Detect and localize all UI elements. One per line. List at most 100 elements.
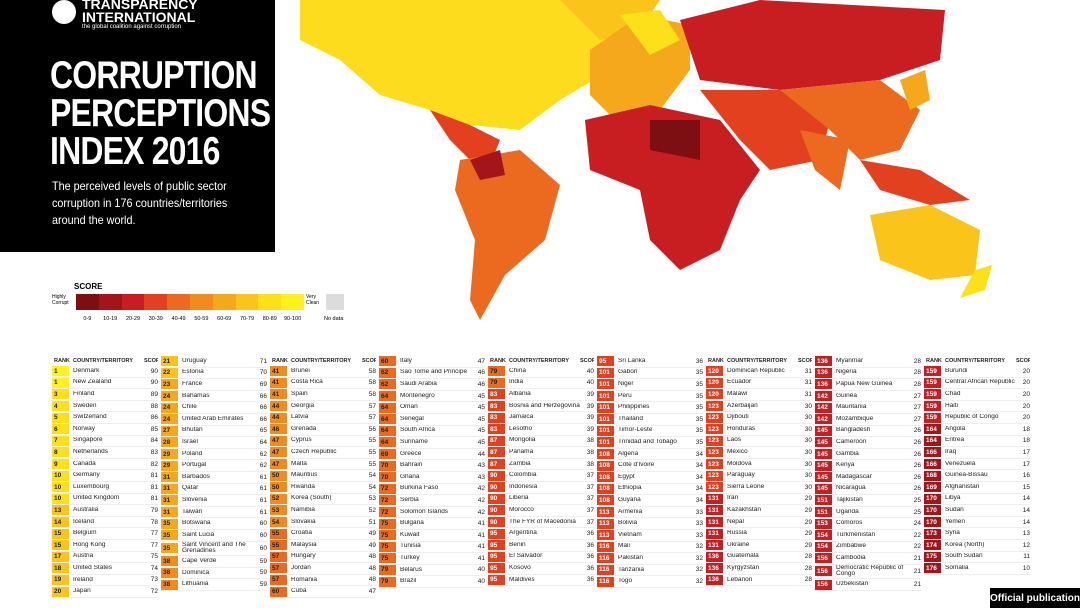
table-row: 90 The FYR of Macedonia 37	[488, 517, 594, 529]
rank: 55	[270, 540, 287, 551]
table-row: 154 Zimbabwe 22	[815, 541, 921, 554]
table-row: 3 Finland 89	[52, 389, 158, 401]
table-row: 145 Cameroon 26	[815, 437, 921, 449]
country: Haiti	[945, 402, 959, 409]
score: 73	[150, 576, 158, 584]
score: 40	[586, 379, 594, 387]
table-row: 90 Morocco 37	[488, 505, 594, 517]
table-row: 136 Myanmar 28	[815, 356, 921, 368]
rank: 69	[379, 449, 396, 460]
legend-swatch	[167, 294, 190, 310]
country: Suriname	[400, 439, 428, 446]
country: Myanmar	[836, 357, 864, 364]
rank: 14	[52, 517, 69, 528]
legend-high: Very Clean	[306, 294, 320, 306]
column-header: SCORE	[362, 358, 376, 364]
score: 26	[913, 438, 921, 446]
country: Maldives	[509, 576, 535, 583]
table-row: 116 Pakistan 32	[597, 553, 703, 565]
rank: 136	[815, 379, 832, 390]
table-row: 156 Cambodia 21	[815, 553, 921, 565]
rank: 6	[52, 424, 69, 435]
country: Tunisia	[400, 543, 421, 550]
country: Belarus	[400, 566, 423, 573]
legend-bin-label: 40-49	[171, 316, 186, 322]
country: Belgium	[73, 530, 97, 537]
badge: Official publication	[990, 588, 1080, 608]
no-data-swatch	[326, 294, 344, 310]
rank: 47	[270, 459, 287, 470]
country: Taiwan	[182, 508, 203, 515]
score: 70	[259, 369, 267, 377]
legend-title: SCORE	[74, 282, 103, 291]
score: 20	[1022, 390, 1030, 398]
table-row: 151 Uganda 25	[815, 507, 921, 519]
rank: 79	[488, 377, 505, 388]
legend: SCORE Highly Corrupt Very Clean 0-9 10-19…	[52, 282, 352, 332]
rank: 108	[597, 472, 614, 483]
country: Uganda	[836, 508, 859, 515]
rank: 131	[706, 493, 723, 504]
rank: 50	[270, 482, 287, 493]
legend-bin: 40-49	[167, 294, 190, 324]
country: Montenegro	[400, 392, 435, 399]
rank: 75	[379, 541, 396, 552]
table-row: 175 South Sudan 11	[924, 551, 1030, 564]
table-row: 83 Albania 39	[488, 389, 594, 401]
rank: 145	[815, 472, 832, 483]
score: 36	[586, 576, 594, 584]
rank: 123	[706, 470, 723, 481]
legend-swatch	[144, 294, 168, 310]
table-row: 15 Hong Kong 77	[52, 540, 158, 552]
table-row: 75 Turkey 41	[379, 553, 485, 565]
table-row: 24 Chile 66	[161, 402, 267, 414]
rank: 164	[924, 435, 941, 446]
rank: 70	[379, 472, 396, 483]
table-row: 47 Cyprus 55	[270, 435, 376, 448]
score: 39	[586, 390, 594, 398]
score: 37	[586, 483, 594, 491]
score: 51	[368, 518, 376, 526]
score: 29	[804, 530, 812, 538]
table-row: 18 United States 74	[52, 563, 158, 575]
logo-name: TRANSPARENCY INTERNATIONAL	[82, 0, 198, 25]
country: Albania	[509, 391, 531, 398]
score: 35	[695, 427, 703, 435]
table-row: 64 Suriname 45	[379, 437, 485, 449]
table-row: 131 Iran 29	[706, 493, 812, 506]
rank: 70	[379, 460, 396, 471]
country: Papua New Guinea	[836, 381, 893, 388]
rank: 170	[924, 505, 941, 516]
rank: 79	[379, 576, 396, 587]
rank: 90	[488, 505, 505, 516]
table-row: 108 Guyana 34	[597, 495, 703, 507]
score: 75	[150, 553, 158, 561]
table-row: 13 Australia 79	[52, 505, 158, 517]
score: 37	[586, 506, 594, 514]
country: Romania	[291, 576, 318, 583]
table-column: RANKCOUNTRY/TERRITORYSCORE159Burundi2015…	[924, 356, 1030, 608]
score: 37	[586, 495, 594, 503]
country: Vietnam	[618, 531, 642, 538]
country: Niger	[618, 381, 634, 388]
country: Laos	[727, 437, 742, 444]
rank: 101	[597, 414, 614, 425]
column-header: RANK	[54, 358, 70, 364]
table-row: 116 Mali 32	[597, 541, 703, 554]
table-row: 24 United Arab Emirates 66	[161, 414, 267, 426]
score: 34	[695, 450, 703, 458]
legend-low: Highly Corrupt	[52, 294, 69, 306]
score: 88	[150, 402, 158, 410]
rank: 159	[924, 366, 941, 377]
table-row: 136 Guatemala 28	[706, 551, 812, 564]
table-row: 116 Togo 32	[597, 576, 703, 588]
score: 35	[695, 369, 703, 377]
table-row: 101 Peru 35	[597, 391, 703, 403]
rank: 95	[488, 528, 505, 539]
rank: 1	[52, 366, 69, 377]
table-row: 10 United Kingdom 81	[52, 493, 158, 506]
country: Zambia	[509, 460, 531, 467]
rank: 83	[488, 389, 505, 400]
